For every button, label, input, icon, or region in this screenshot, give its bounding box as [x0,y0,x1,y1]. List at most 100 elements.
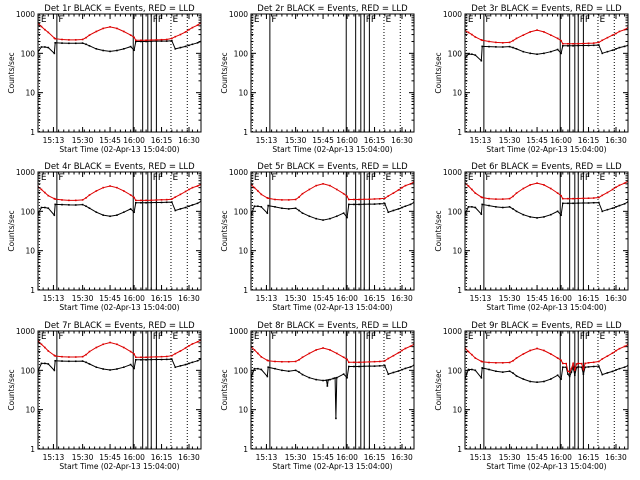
marker-label-F: F [585,173,590,183]
marker-label-F: F [371,173,376,183]
x-tick-label: 15:30 [499,136,521,145]
events-point [611,207,614,210]
series-lld-line [38,184,201,201]
y-axis-label: Counts/sec [434,52,443,93]
x-tick-label: 16:00 [123,453,145,462]
events-point [572,202,574,205]
events-point [129,363,132,366]
x-tick-label: 15:13 [470,294,492,303]
events-point [606,372,609,374]
events-point [253,205,256,208]
events-point [615,48,617,50]
x-tick-label: 15:13 [256,453,278,462]
events-point [515,210,518,213]
events-point [109,215,111,218]
lld-point [129,194,132,196]
marker-label-E: E [172,15,178,25]
lld-point [598,41,600,44]
y-tick-label: 1000 [443,168,462,177]
marker-label-F: F [485,332,490,342]
lld-point [471,188,473,191]
y-tick-label: 100 [448,366,463,375]
events-point [274,206,276,208]
events-point [274,367,276,370]
lld-point [567,42,569,45]
x-tick-label: 16:15 [578,136,600,145]
lld-point [529,349,531,352]
events-point [467,206,470,208]
lld-point [109,341,111,344]
events-point [481,45,483,48]
events-point [368,203,371,205]
lld-point [615,32,617,35]
marker-label-F: F [58,332,63,342]
events-point [53,369,56,372]
lld-point [543,184,545,186]
lld-point [301,192,304,195]
y-tick-label: 1000 [16,327,35,336]
events-point [174,48,177,50]
events-point [326,385,329,387]
lld-point [191,186,194,189]
events-point [409,366,412,368]
events-point [384,364,386,367]
events-point [471,53,473,56]
lld-point [480,196,483,198]
events-point [549,213,552,216]
x-tick-label: 16:15 [364,453,386,462]
events-point [623,203,626,205]
lld-point [53,197,56,200]
events-point [601,52,604,55]
lld-point [508,197,511,200]
events-point [373,365,376,367]
lld-point [481,196,483,199]
lld-point [135,199,137,202]
panel-title: Det 5r BLACK = Events, RED = LLD [257,162,408,172]
y-tick-label: 100 [234,207,249,216]
lld-point [560,359,562,362]
lld-point [122,30,125,33]
events-point [155,201,158,204]
lld-point [549,187,552,190]
events-point [140,40,142,43]
lld-point [615,186,617,189]
lld-point [512,359,514,362]
lld-point [74,199,77,202]
lld-point [522,34,525,36]
y-tick-label: 10 [25,247,35,256]
lld-point [508,41,511,44]
events-point [335,215,338,218]
lld-point [140,39,142,42]
marker-label-E: E [172,173,178,183]
events-point [54,42,56,44]
lld-point [363,361,366,363]
x-axis-label: Start Time (02-Apr-13 15:04:00) [486,303,606,312]
lld-point [368,361,371,363]
series-lld-line [465,27,628,45]
x-tick-label: 15:13 [470,453,492,462]
events-point [301,212,304,214]
axes-frame [37,171,202,291]
events-point [480,376,483,379]
lld-point [572,42,574,45]
lld-point [85,353,87,356]
lld-point [346,195,348,198]
events-point [171,201,173,203]
lld-point [129,350,132,353]
lld-point [191,26,194,29]
x-tick-label: 15:13 [43,136,65,145]
events-point [467,53,470,56]
axes-frame [464,171,629,291]
events-point [155,358,158,361]
events-point [392,371,395,374]
events-point [74,42,77,45]
events-point [592,44,595,47]
events-point [618,367,621,370]
lld-point [54,198,56,200]
lld-point [582,368,585,371]
lld-point [281,360,283,363]
lld-point [61,199,63,201]
x-tick-label: 15:45 [312,453,334,462]
